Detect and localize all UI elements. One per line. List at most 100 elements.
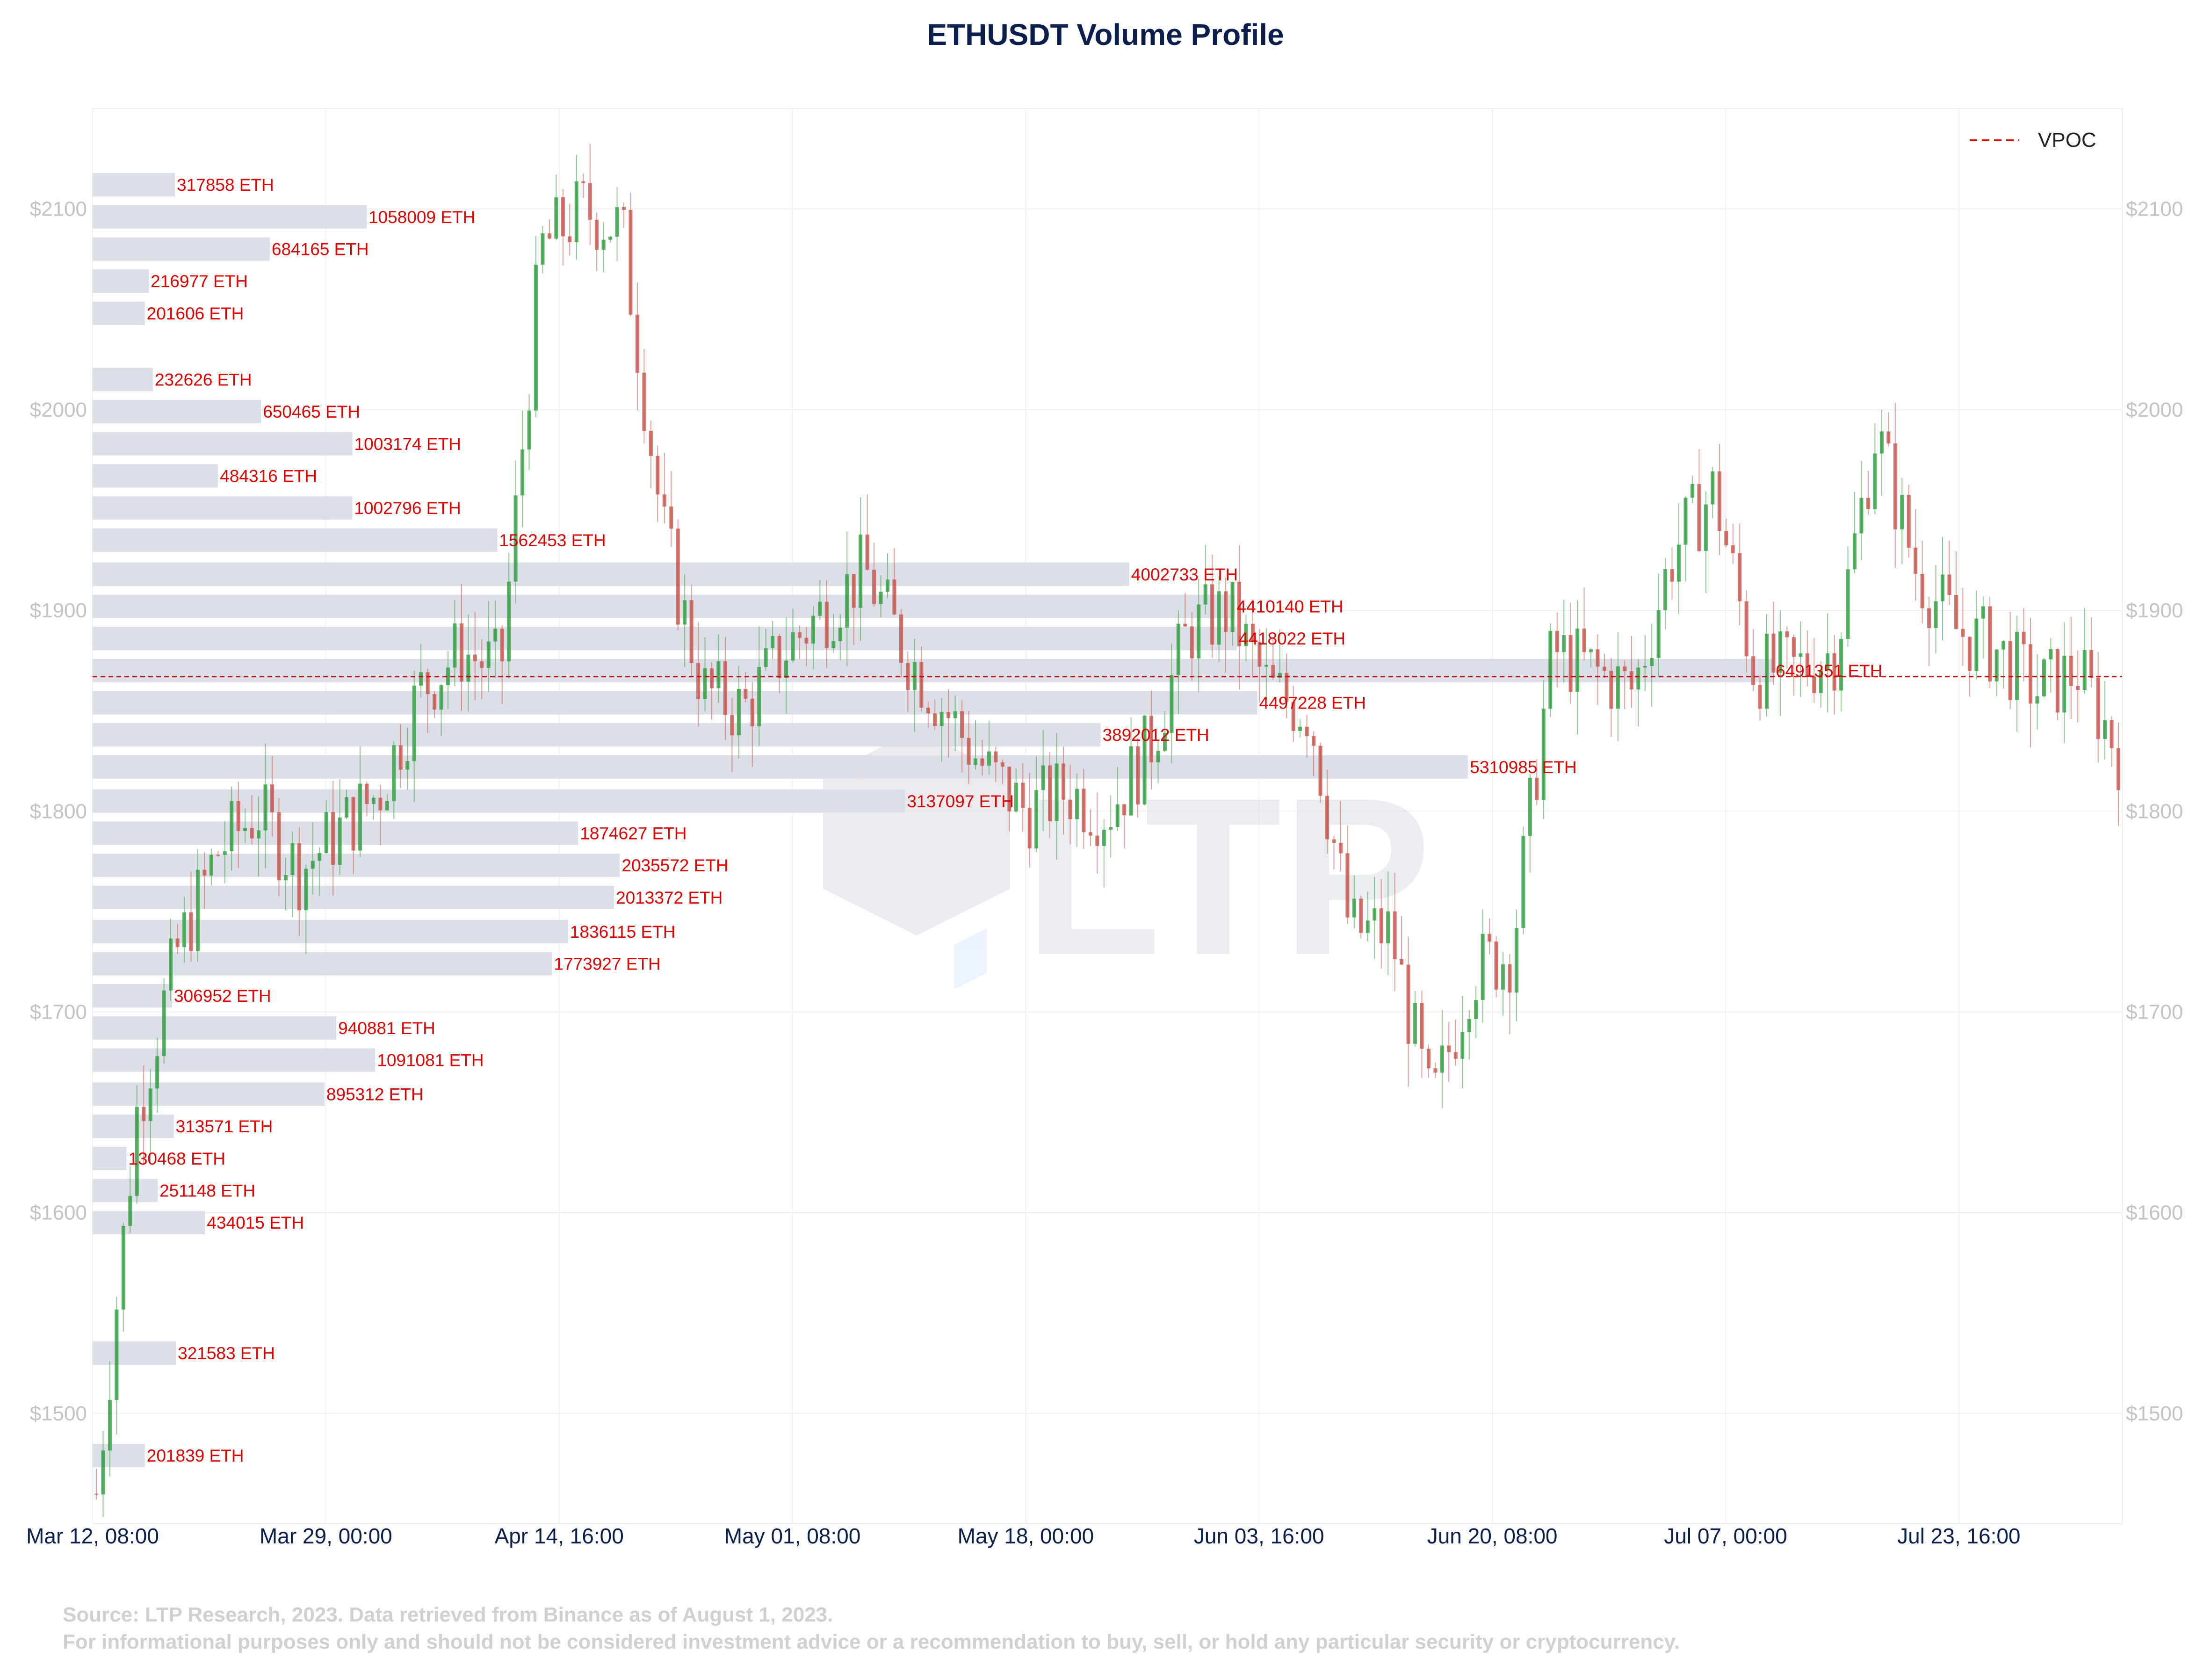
candle-body: [392, 745, 396, 801]
candle-body: [426, 672, 430, 695]
volume-label: 1562453 ETH: [499, 531, 606, 550]
candle-body: [1048, 765, 1052, 821]
candle-body: [1034, 790, 1039, 848]
candle-body: [324, 812, 328, 853]
candle-body: [1440, 1045, 1444, 1073]
candle-body: [385, 801, 389, 811]
candle-body: [1467, 1019, 1471, 1032]
candle-body: [1893, 443, 1897, 529]
candle-body: [2035, 696, 2039, 704]
candle-body: [108, 1400, 112, 1451]
candle-body: [1684, 497, 1688, 545]
candle-body: [1149, 716, 1153, 763]
y-tick-label: $1600: [2126, 1202, 2183, 1224]
volume-label: 1002796 ETH: [354, 499, 461, 518]
candle-body: [757, 667, 761, 726]
candle-body: [818, 601, 822, 616]
candle-body: [622, 207, 626, 210]
candle-body: [1562, 635, 1566, 652]
candle-body: [1305, 726, 1309, 736]
candle-body: [1961, 629, 1965, 637]
candle-body: [115, 1309, 119, 1400]
candle-body: [919, 662, 924, 708]
candle-body: [1400, 959, 1404, 965]
candle-body: [1433, 1068, 1438, 1073]
volume-label: 251148 ETH: [159, 1181, 255, 1200]
candle-body: [358, 783, 362, 851]
candle-body: [1224, 591, 1228, 632]
candle-body: [527, 410, 531, 450]
candle-body: [101, 1450, 105, 1495]
x-tick-label: Jul 07, 00:00: [1664, 1524, 1787, 1548]
candle-body: [676, 529, 680, 625]
candle-body: [696, 663, 701, 700]
candle-body: [1460, 1032, 1465, 1059]
volume-bar: [93, 1082, 325, 1106]
volume-bar: [93, 691, 1257, 715]
candle-body: [277, 812, 281, 881]
candle-body: [1575, 628, 1580, 692]
candle-body: [926, 708, 930, 714]
volume-label: 940881 ETH: [338, 1019, 435, 1038]
volume-label: 232626 ETH: [155, 370, 252, 389]
volume-bar: [93, 205, 367, 229]
candle-body: [1494, 941, 1498, 990]
candle-body: [2055, 649, 2059, 713]
x-tick-label: Jul 23, 16:00: [1897, 1524, 2020, 1548]
candle-body: [351, 797, 355, 851]
candle-body: [1447, 1045, 1451, 1052]
volume-bar: [93, 952, 552, 976]
candle-body: [1805, 653, 1809, 677]
candle-body: [1873, 453, 1877, 509]
candle-body: [169, 938, 173, 991]
candle-body: [223, 851, 227, 855]
candle-body: [872, 570, 876, 604]
candle-body: [1359, 898, 1363, 933]
volume-bar: [93, 594, 1235, 618]
candle-body: [1278, 673, 1282, 678]
x-tick-label: May 01, 08:00: [724, 1524, 861, 1548]
candle-body: [1643, 666, 1647, 668]
y-tick-label: $1700: [2126, 1000, 2183, 1023]
candle-body: [845, 574, 849, 628]
candle-body: [1819, 669, 1823, 693]
candle-body: [737, 689, 741, 736]
volume-bar: [93, 789, 905, 813]
candle-body: [480, 661, 484, 668]
candle-body: [541, 233, 545, 265]
y-tick-label: $2000: [30, 398, 87, 421]
volume-label: 201839 ETH: [147, 1446, 244, 1465]
candle-body: [1156, 751, 1160, 763]
candle-body: [1325, 796, 1329, 840]
x-tick-label: Jun 20, 08:00: [1427, 1524, 1558, 1548]
candle-body: [1366, 920, 1370, 933]
candle-body: [1771, 633, 1776, 673]
candle-body: [791, 632, 795, 661]
volume-label: 201606 ETH: [147, 304, 244, 323]
candle-body: [1582, 628, 1586, 652]
candle-body: [947, 712, 951, 718]
y-tick-label: $1700: [30, 1000, 87, 1023]
candle-body: [1501, 964, 1505, 990]
volume-bar: [93, 1016, 337, 1040]
volume-bar: [93, 1115, 174, 1138]
volume-label: 684165 ETH: [272, 239, 369, 259]
ltp-watermark: LTP: [823, 730, 1431, 1002]
candle-body: [1954, 595, 1958, 629]
candle-body: [453, 623, 457, 668]
y-tick-label: $2100: [30, 198, 87, 221]
candle-body: [1082, 789, 1086, 833]
candle-body: [723, 661, 727, 715]
volume-bar: [93, 723, 1101, 747]
candle-body: [175, 938, 180, 948]
volume-labels: 317858 ETH 1058009 ETH 684165 ETH 216977 ET…: [128, 175, 1882, 1465]
candle-body: [1900, 495, 1904, 529]
candle-body: [1859, 498, 1864, 534]
candle-body: [629, 210, 633, 315]
chart-title: ETHUSDT Volume Profile: [927, 18, 1284, 51]
candle-body: [534, 264, 538, 411]
candle-body: [1088, 832, 1092, 836]
candle-body: [1338, 843, 1343, 854]
candle-body: [771, 636, 775, 648]
candle-body: [1826, 653, 1830, 670]
